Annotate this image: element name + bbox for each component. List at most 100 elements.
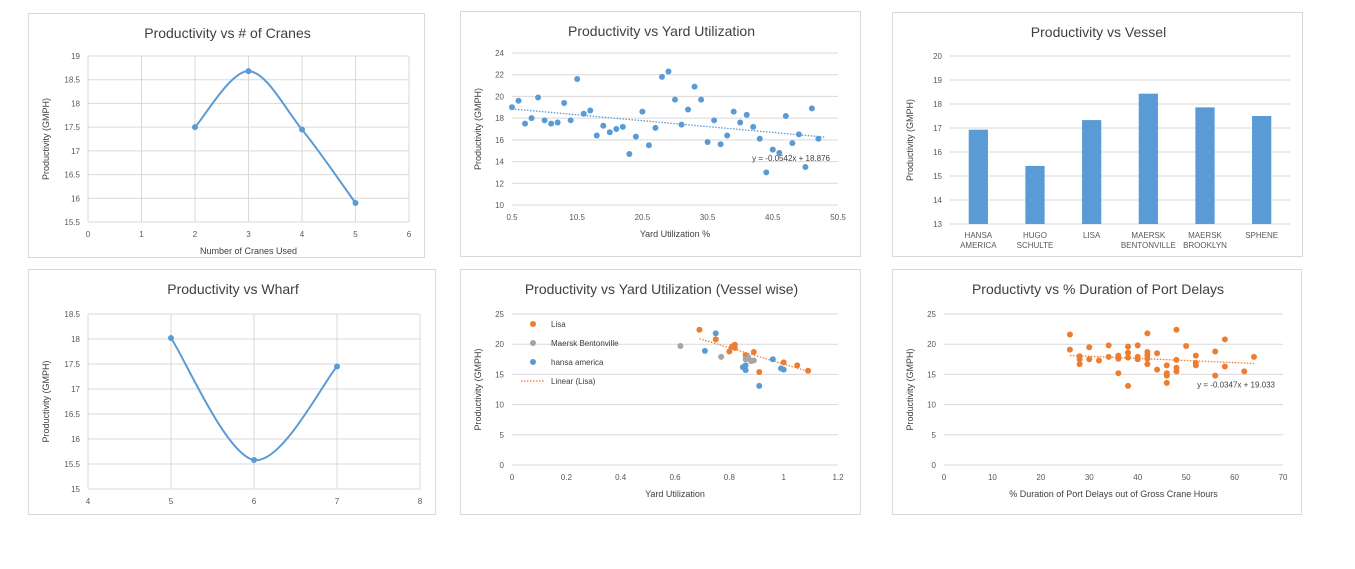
- data-point: [1095, 357, 1102, 364]
- chart-title: Productivity vs Wharf: [167, 281, 299, 297]
- data-point: [626, 150, 633, 157]
- x-tick-label: 60: [1230, 473, 1239, 482]
- chart-panel-port-delays: Productivty vs % Duration of Port Delays…: [892, 269, 1302, 515]
- chart-svg-vessel: Productivity vs Vessel 13 14 15 16 17 18 19 20 Pr…: [905, 24, 1290, 250]
- data-point: [726, 348, 733, 355]
- data-point: [701, 347, 708, 354]
- data-point: [776, 149, 783, 156]
- data-point: [672, 96, 678, 103]
- chart-panel-wharf: Productivity vs Wharf 15 15.5 16 16.5 17 17.5 1…: [28, 269, 436, 515]
- trendline: [511, 108, 826, 138]
- chart-svg-wharf: Productivity vs Wharf 15 15.5 16 16.5 17 17.5 1…: [41, 281, 423, 506]
- data-point: [1125, 354, 1132, 361]
- data-point: [665, 68, 672, 75]
- data-point: [1144, 361, 1151, 368]
- x-tick-label: 0.6: [669, 473, 681, 482]
- data-point: [1125, 343, 1132, 350]
- data-point: [1163, 372, 1170, 379]
- x-tick-label: 20: [1036, 473, 1045, 482]
- data-point: [750, 357, 757, 364]
- data-point: [1134, 353, 1141, 360]
- chart-title: Productivty vs % Duration of Port Delays: [972, 281, 1224, 297]
- y-tick-label: 10: [495, 401, 504, 410]
- data-point: [632, 133, 639, 140]
- data-point: [600, 122, 607, 129]
- legend-marker: [530, 321, 536, 327]
- data-point: [769, 146, 776, 153]
- y-tick-label: 20: [927, 340, 936, 349]
- x-tick-label: 0: [942, 473, 947, 482]
- data-point: [1173, 326, 1180, 333]
- y-tick-label: 24: [495, 49, 504, 58]
- y-tick-label: 13: [933, 220, 942, 229]
- y-tick-label: 25: [927, 310, 936, 319]
- y-axis-label: Productivity (GMPH): [473, 88, 483, 170]
- data-point: [587, 107, 594, 114]
- data-point: [763, 169, 770, 176]
- y-tick-label: 20: [495, 340, 504, 349]
- data-point: [1144, 330, 1151, 337]
- chart-svg-cranes: Productivity vs # of Cranes15.51616.5171…: [41, 25, 412, 256]
- data-point: [1076, 361, 1083, 368]
- x-tick-label: 50.5: [830, 213, 846, 222]
- data-point: [192, 124, 198, 131]
- x-axis-label: Yard Utilization %: [640, 229, 710, 239]
- y-axis-label: Productivity (GMPH): [41, 98, 51, 180]
- data-point: [743, 111, 750, 118]
- y-tick-label: 15: [927, 370, 936, 379]
- x-tick-label: 50: [1182, 473, 1191, 482]
- chart-panel-cranes: Productivity vs # of Cranes 15.5 16 16.5 17 1…: [28, 13, 425, 258]
- y-tick-label: 17.5: [64, 360, 80, 369]
- trendline-equation: y = -0.0542x + 18.876: [752, 154, 830, 163]
- series-line: [194, 70, 357, 204]
- data-point: [678, 121, 685, 128]
- legend-marker: [530, 340, 536, 346]
- y-tick-label: 10: [927, 401, 936, 410]
- y-tick-label: 16: [495, 136, 504, 145]
- data-point: [554, 119, 561, 126]
- data-point: [251, 457, 257, 463]
- trendline: [699, 338, 809, 373]
- chart-panel-vessel: Productivity vs Vessel 13 14 15 16 17 18 19 20 Pr…: [892, 12, 1303, 257]
- y-tick-label: 19: [71, 52, 80, 61]
- x-tick-label: 5: [353, 230, 358, 239]
- data-point: [1154, 350, 1161, 357]
- data-point: [548, 120, 555, 127]
- y-tick-label: 14: [495, 158, 504, 167]
- data-point: [1125, 382, 1132, 389]
- x-category-label: LISA: [1083, 231, 1101, 240]
- x-tick-label: 0.8: [724, 473, 736, 482]
- data-point: [580, 110, 587, 117]
- data-point: [704, 139, 711, 146]
- data-point: [750, 349, 757, 356]
- data-point: [698, 96, 705, 103]
- y-tick-label: 20: [495, 92, 504, 101]
- x-category-label: BROOKLYN: [1183, 241, 1227, 250]
- x-tick-label: 0: [86, 230, 91, 239]
- data-point: [619, 123, 626, 130]
- y-tick-label: 18.5: [64, 76, 80, 85]
- x-category-label: SCHULTE: [1017, 241, 1054, 250]
- chart-title: Productivity vs Yard Utilization (Vessel…: [525, 281, 798, 297]
- data-point: [730, 108, 737, 115]
- x-tick-label: 0: [510, 473, 515, 482]
- y-tick-label: 16.5: [64, 171, 80, 180]
- data-point: [561, 99, 568, 106]
- data-point: [509, 104, 515, 111]
- data-point: [299, 126, 305, 133]
- data-point: [1076, 353, 1083, 360]
- data-point: [1221, 363, 1228, 370]
- data-point: [1192, 352, 1199, 359]
- data-point: [528, 115, 535, 122]
- data-point: [1086, 344, 1093, 351]
- x-tick-label: 3: [246, 230, 251, 239]
- data-point: [756, 382, 763, 389]
- y-tick-label: 16: [933, 148, 942, 157]
- data-point: [245, 68, 252, 75]
- data-point: [1163, 379, 1170, 386]
- data-point: [794, 362, 801, 369]
- data-point: [756, 135, 763, 142]
- x-tick-label: 0.4: [615, 473, 627, 482]
- data-point: [1115, 370, 1122, 377]
- bar: [1082, 120, 1102, 224]
